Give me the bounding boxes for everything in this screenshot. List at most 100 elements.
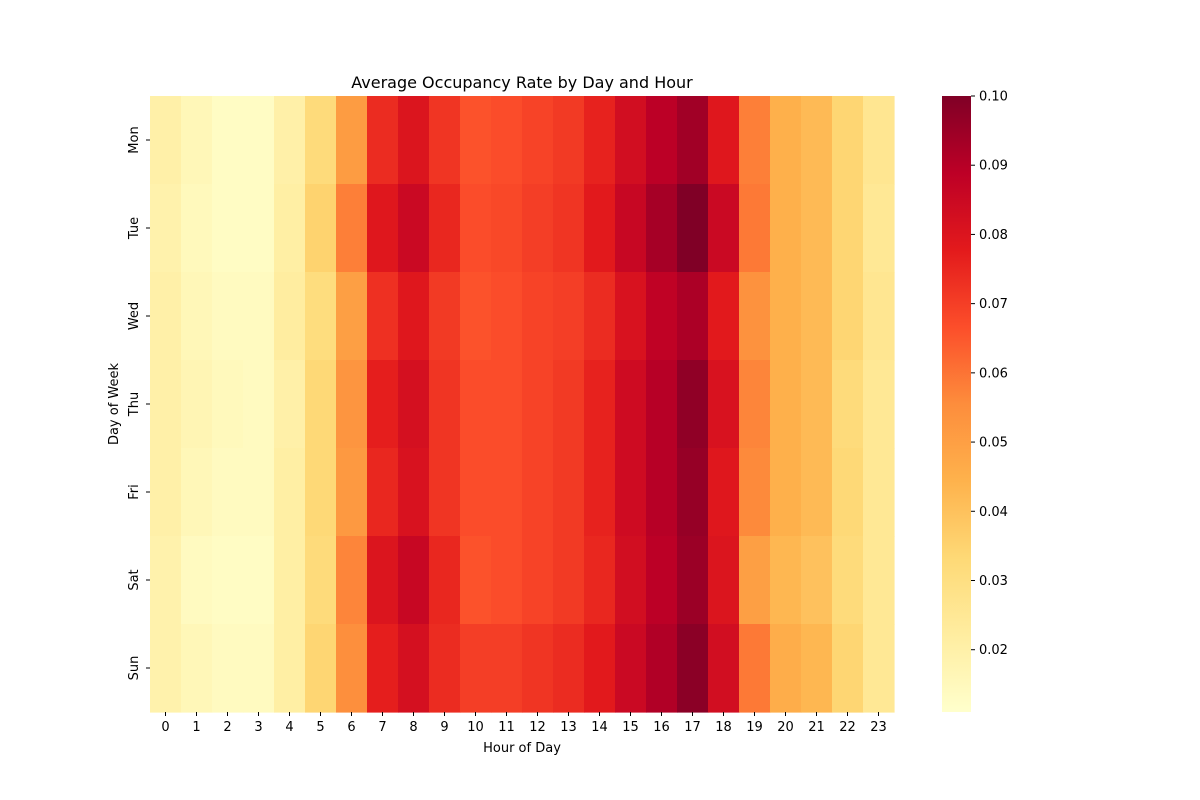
heatmap-cell [367, 624, 399, 713]
heatmap-cell [801, 448, 833, 537]
heatmap-cell [770, 360, 802, 449]
heatmap-cell [460, 360, 492, 449]
x-tick-label: 16 [653, 720, 670, 735]
heatmap-cell [615, 624, 647, 713]
heatmap-cell [863, 184, 895, 273]
heatmap-cell [770, 448, 802, 537]
heatmap-cell [212, 448, 244, 537]
heatmap-cell [243, 448, 275, 537]
heatmap-cell [677, 624, 709, 713]
heatmap-cell [305, 272, 337, 361]
heatmap-cell [367, 96, 399, 185]
chart-title: Average Occupancy Rate by Day and Hour [351, 73, 693, 92]
y-tick-label: Wed [127, 302, 142, 330]
heatmap-cell [677, 184, 709, 273]
heatmap-cell [646, 536, 678, 625]
x-tick-label: 6 [347, 720, 355, 735]
heatmap-cell [460, 184, 492, 273]
heatmap-cell [150, 624, 182, 713]
x-tick-label: 10 [467, 720, 484, 735]
heatmap-cell [181, 184, 213, 273]
heatmap-cell [398, 448, 430, 537]
colorbar-tick-label: 0.03 [979, 574, 1008, 589]
heatmap-cell [770, 536, 802, 625]
heatmap-cell [429, 624, 461, 713]
x-tick-label: 19 [746, 720, 763, 735]
heatmap-cell [243, 272, 275, 361]
heatmap-cell [584, 184, 616, 273]
heatmap-cell [553, 184, 585, 273]
heatmap-cell [832, 184, 864, 273]
heatmap-cell [367, 360, 399, 449]
heatmap-cell [708, 536, 740, 625]
heatmap-cell [708, 272, 740, 361]
heatmap-cell [553, 536, 585, 625]
heatmap-cell [243, 96, 275, 185]
heatmap-cell [460, 96, 492, 185]
heatmap-cell [646, 184, 678, 273]
heatmap-cell [522, 360, 554, 449]
heatmap-cell [801, 184, 833, 273]
heatmap-cell [429, 536, 461, 625]
x-tick-label: 0 [161, 720, 169, 735]
x-tick-label: 5 [316, 720, 324, 735]
heatmap-cell [181, 624, 213, 713]
heatmap-cell [336, 448, 368, 537]
heatmap-cell [739, 360, 771, 449]
heatmap-cell [429, 96, 461, 185]
heatmap-cell [398, 360, 430, 449]
heatmap-cell [429, 448, 461, 537]
heatmap-cell [305, 184, 337, 273]
heatmap-cell [615, 360, 647, 449]
heatmap-cell [491, 448, 523, 537]
heatmap-cell [243, 360, 275, 449]
heatmap-cell [739, 272, 771, 361]
heatmap-cell [274, 536, 306, 625]
heatmap-cell [832, 96, 864, 185]
y-tick-label: Tue [127, 217, 142, 240]
heatmap-cell [212, 184, 244, 273]
heatmap-cell [646, 96, 678, 185]
colorbar-tick-label: 0.05 [979, 436, 1008, 451]
heatmap-cell [181, 536, 213, 625]
heatmap-cell [336, 624, 368, 713]
heatmap-cell [615, 96, 647, 185]
heatmap-cell [770, 624, 802, 713]
heatmap-cell [150, 272, 182, 361]
heatmap-cell [553, 624, 585, 713]
heatmap-cell [212, 536, 244, 625]
heatmap-cell [739, 184, 771, 273]
heatmap-cell [615, 184, 647, 273]
heatmap-cell [801, 272, 833, 361]
colorbar-tick-label: 0.09 [979, 159, 1008, 174]
heatmap-cell [863, 96, 895, 185]
heatmap-cell [646, 360, 678, 449]
heatmap-cell [708, 184, 740, 273]
heatmap-cell [584, 448, 616, 537]
heatmap-cell [398, 624, 430, 713]
heatmap-cell [677, 448, 709, 537]
heatmap-cell [398, 184, 430, 273]
heatmap-cell [336, 184, 368, 273]
heatmap-cell [429, 184, 461, 273]
heatmap-cell [677, 360, 709, 449]
heatmap-cell [398, 96, 430, 185]
heatmap-cell [274, 272, 306, 361]
heatmap-cell [212, 272, 244, 361]
x-tick-label: 3 [254, 720, 262, 735]
heatmap-cell [367, 184, 399, 273]
heatmap-grid [150, 96, 895, 713]
heatmap-cell [832, 448, 864, 537]
heatmap-cell [181, 96, 213, 185]
y-tick-label: Thu [127, 392, 142, 417]
heatmap-cell [274, 360, 306, 449]
heatmap-cell [150, 96, 182, 185]
x-tick-label: 12 [529, 720, 546, 735]
heatmap-cell [832, 536, 864, 625]
heatmap-cell [429, 360, 461, 449]
heatmap-cell [274, 624, 306, 713]
colorbar-tick-label: 0.04 [979, 505, 1008, 520]
heatmap-cell [832, 624, 864, 713]
heatmap-cell [491, 96, 523, 185]
x-axis-ticks: 0 1 2 3 4 5 6 7 8 9 10 11 12 13 14 15 16 17 18 19 20 21 22 23 [161, 712, 887, 735]
